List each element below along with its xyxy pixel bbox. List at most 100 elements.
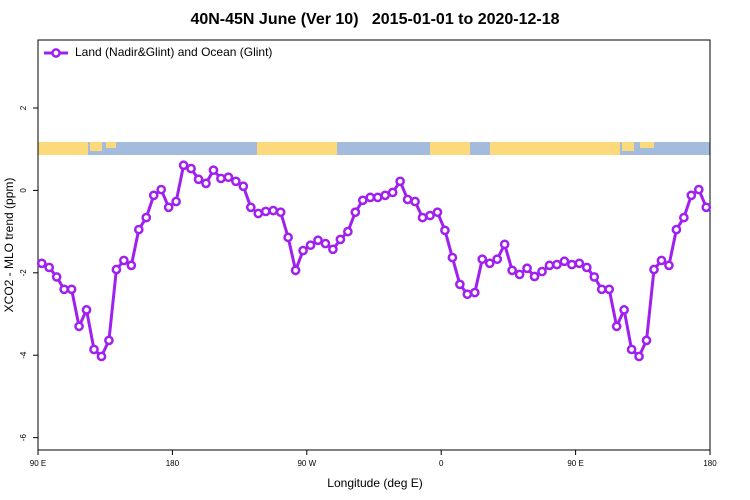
point — [477, 254, 488, 265]
point — [335, 234, 346, 245]
point — [552, 259, 562, 270]
point — [499, 239, 510, 250]
point — [343, 226, 353, 237]
point — [365, 192, 376, 203]
point — [89, 344, 99, 355]
point — [514, 269, 525, 280]
point — [544, 260, 555, 271]
point — [604, 284, 615, 295]
point — [440, 225, 450, 236]
point — [163, 202, 174, 213]
point — [268, 205, 279, 216]
point — [290, 265, 301, 276]
point — [634, 351, 644, 362]
point — [305, 240, 316, 251]
y-axis-label: XCO2 - MLO trend (ppm) — [2, 178, 16, 313]
point — [522, 263, 532, 274]
point — [559, 256, 570, 267]
x-tick-label: 90 W — [297, 459, 316, 468]
y-tick-label: -4 — [19, 351, 28, 359]
y-tick-label: 0 — [19, 188, 28, 193]
x-axis-label: Longitude (deg E) — [327, 476, 422, 490]
point — [313, 235, 323, 246]
point — [156, 184, 167, 195]
point — [275, 207, 286, 218]
point — [626, 344, 637, 355]
point — [395, 176, 405, 187]
point — [611, 321, 622, 332]
point — [141, 212, 152, 223]
point — [119, 255, 129, 266]
point — [193, 174, 204, 185]
point — [328, 244, 338, 255]
point — [425, 210, 435, 221]
point — [387, 187, 398, 198]
y-tick-label: -2 — [19, 269, 28, 277]
point — [104, 335, 114, 346]
point — [656, 255, 667, 266]
point — [410, 196, 420, 207]
point — [208, 165, 219, 176]
point — [469, 287, 480, 298]
land-mask-strip — [38, 142, 710, 155]
point — [260, 206, 271, 217]
point — [432, 207, 443, 218]
point — [529, 271, 540, 282]
point — [671, 224, 682, 235]
point — [567, 259, 577, 270]
point — [537, 266, 547, 277]
point — [216, 173, 226, 184]
point — [447, 252, 458, 263]
point — [701, 202, 712, 213]
point — [133, 224, 144, 235]
point — [596, 284, 607, 295]
x-tick-label: 0 — [439, 459, 444, 468]
x-tick-label: 180 — [703, 459, 717, 468]
x-tick-label: 180 — [166, 459, 180, 468]
point — [372, 192, 383, 203]
point — [111, 264, 122, 275]
chart-title: 40N-45N June (Ver 10) 2015-01-01 to 2020… — [190, 11, 559, 28]
point — [126, 260, 137, 271]
point — [298, 245, 308, 256]
point — [492, 254, 503, 265]
y-tick-label: 2 — [19, 105, 28, 110]
point — [619, 305, 629, 315]
point — [74, 321, 84, 332]
point — [693, 184, 704, 195]
point — [455, 279, 465, 290]
point — [238, 181, 249, 192]
point — [589, 272, 600, 282]
point — [201, 178, 211, 189]
point — [245, 202, 256, 213]
point — [417, 212, 428, 223]
point — [686, 190, 697, 201]
point — [96, 351, 107, 362]
point — [283, 232, 293, 243]
point — [231, 176, 241, 187]
point — [36, 258, 47, 269]
point — [581, 262, 592, 273]
legend-label: Land (Nadir&Glint) and Ocean (Glint) — [75, 45, 272, 59]
point — [66, 284, 77, 295]
point — [380, 190, 391, 201]
point — [59, 284, 69, 295]
x-tick-label: 90 E — [567, 459, 583, 468]
plot-frame — [37, 39, 711, 451]
point — [350, 207, 361, 218]
point — [81, 305, 92, 315]
point — [171, 196, 181, 207]
point — [664, 260, 674, 271]
point — [484, 258, 495, 269]
point — [402, 194, 413, 205]
point — [253, 208, 264, 219]
point — [44, 262, 55, 273]
legend-marker — [51, 48, 61, 58]
point — [679, 212, 689, 223]
point — [357, 195, 368, 206]
point — [178, 160, 189, 171]
point — [641, 335, 652, 346]
series-line — [41, 163, 708, 359]
x-tick-label: 90 E — [30, 459, 46, 468]
